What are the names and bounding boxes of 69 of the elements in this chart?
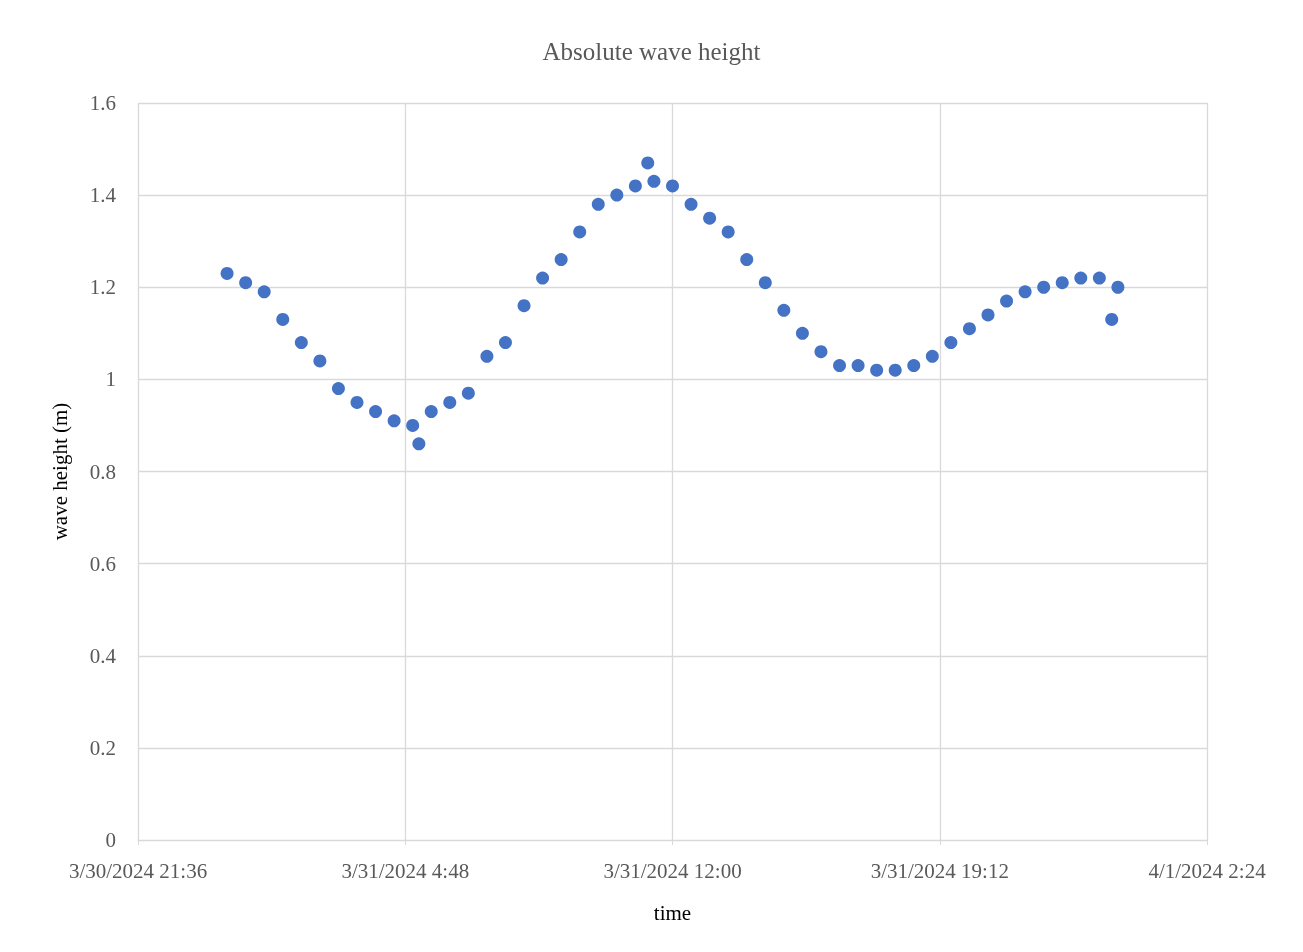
- point: [461, 386, 475, 400]
- point: [257, 285, 271, 299]
- point: [1105, 313, 1119, 326]
- point: [517, 299, 531, 313]
- point: [628, 179, 642, 193]
- point: [666, 179, 679, 193]
- x-tick-label: 3/31/2024 19:12: [870, 858, 1009, 883]
- y-tick-label: 1.2: [89, 275, 116, 300]
- point: [703, 211, 717, 225]
- point: [1074, 271, 1088, 285]
- x-tick-label: 4/1/2024 2:24: [1148, 858, 1267, 883]
- point: [294, 336, 308, 350]
- point: [1037, 280, 1051, 294]
- point: [331, 382, 345, 396]
- point: [721, 225, 735, 239]
- point: [795, 326, 809, 340]
- point: [406, 418, 420, 432]
- point: [443, 395, 457, 409]
- point: [424, 405, 438, 419]
- point: [554, 253, 568, 267]
- point: [276, 313, 290, 326]
- y-tick-label: 0.6: [89, 551, 116, 576]
- point: [851, 359, 865, 373]
- point: [684, 197, 698, 211]
- point: [412, 437, 426, 451]
- point: [369, 405, 383, 419]
- point: [313, 354, 327, 368]
- point: [536, 271, 550, 285]
- point: [641, 156, 655, 170]
- point: [591, 197, 605, 211]
- point: [480, 349, 494, 363]
- point: [387, 414, 401, 428]
- point: [888, 363, 902, 377]
- y-tick-label: 0.8: [89, 459, 116, 484]
- point: [870, 363, 884, 377]
- x-tick-label: 3/31/2024 12:00: [603, 858, 742, 883]
- x-tick-label: 3/30/2024 21:36: [68, 858, 208, 883]
- point: [1055, 276, 1069, 290]
- point: [239, 276, 253, 290]
- y-tick-label: 0.4: [89, 643, 117, 668]
- point: [758, 276, 772, 290]
- chart-title: Absolute wave height: [542, 38, 761, 65]
- point: [647, 174, 661, 188]
- point: [610, 188, 624, 202]
- point: [981, 308, 995, 322]
- point: [350, 395, 364, 409]
- x-axis-title: time: [653, 900, 692, 925]
- point: [814, 345, 828, 359]
- y-tick-label: 1.6: [89, 91, 116, 115]
- point: [962, 322, 976, 336]
- y-tick-label: 0: [105, 828, 116, 852]
- y-tick-label: 0.2: [89, 735, 116, 760]
- y-tick-label: 1: [105, 367, 116, 392]
- point: [1092, 271, 1106, 285]
- point: [1000, 294, 1014, 308]
- point: [833, 359, 847, 373]
- point: [907, 359, 921, 373]
- point: [944, 336, 958, 350]
- point: [573, 225, 587, 239]
- point: [220, 266, 234, 280]
- y-tick-label: 1.4: [89, 183, 117, 208]
- point: [1018, 285, 1032, 299]
- point: [1111, 280, 1125, 294]
- y-axis-title: wave height (m): [47, 402, 72, 541]
- point: [740, 253, 754, 267]
- point: [925, 349, 939, 363]
- point: [498, 336, 512, 350]
- x-tick-label: 3/31/2024 4:48: [341, 858, 470, 883]
- point: [777, 303, 791, 317]
